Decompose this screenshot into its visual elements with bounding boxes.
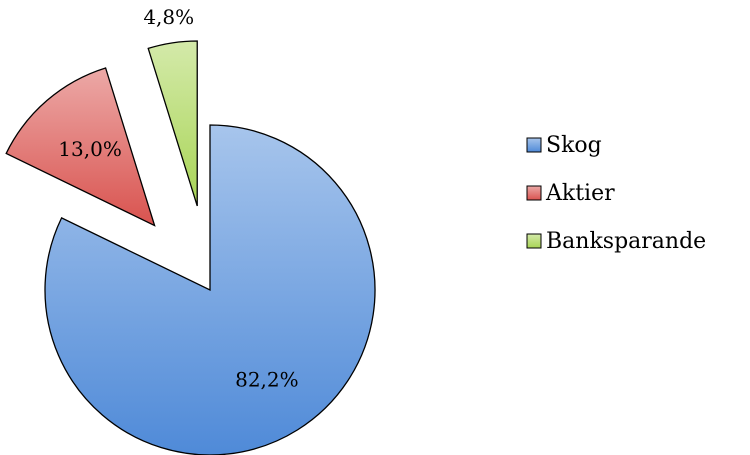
legend-swatch	[526, 233, 542, 249]
legend-label: Aktier	[545, 181, 615, 206]
pie-slice	[44, 124, 376, 455]
legend-label: Banksparande	[546, 229, 706, 254]
pie-slice	[5, 67, 156, 227]
legend-swatch	[526, 185, 542, 201]
data-label: 82,2%	[235, 367, 299, 391]
legend-label: Skog	[546, 133, 602, 158]
legend-swatch	[526, 137, 542, 153]
data-label: 4,8%	[143, 5, 194, 29]
pie-slice	[147, 40, 198, 207]
data-label: 13,0%	[58, 137, 122, 161]
